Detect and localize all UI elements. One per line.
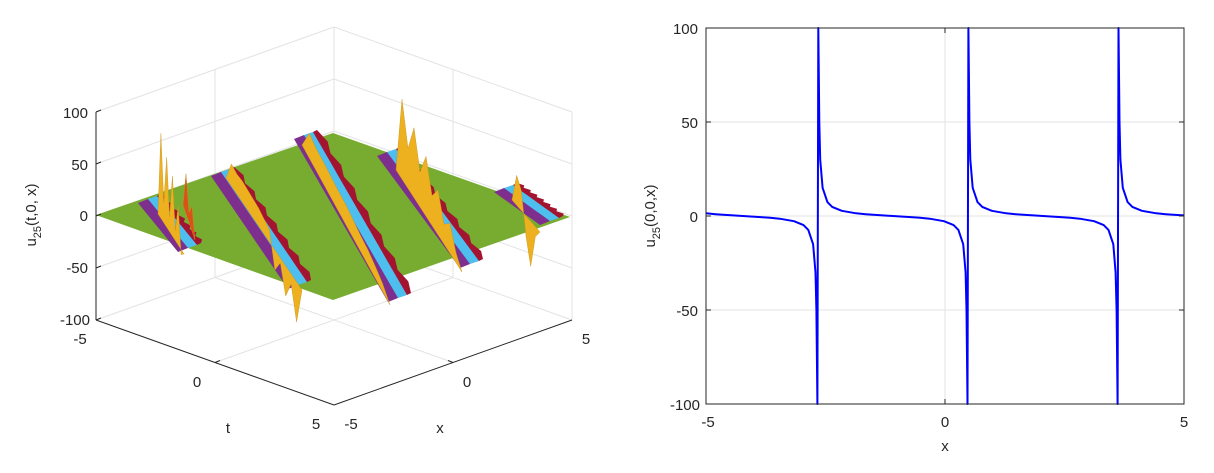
surface-spike xyxy=(395,99,463,273)
surface-band-dark xyxy=(313,130,411,295)
y-tick-label: -100 xyxy=(670,397,700,414)
z-tick xyxy=(95,265,102,269)
z-tick-label: -50 xyxy=(66,260,88,277)
surface-band-mid xyxy=(304,132,407,298)
z-tick-label: 50 xyxy=(71,157,88,174)
t-tick xyxy=(214,360,221,363)
z-tick xyxy=(95,109,102,113)
line-plot: 100 50 0 -50 -100 -5 0 5 x u25(0,0,x) xyxy=(642,21,1188,455)
surface-spike xyxy=(157,133,185,255)
z-axis-label: u25(t,0, x) xyxy=(23,183,44,246)
z-tick-label: 100 xyxy=(63,105,88,122)
y-tick-label: -50 xyxy=(676,303,698,320)
y-axis-label: u25(0,0,x) xyxy=(642,184,663,247)
x-tick-label: 0 xyxy=(941,414,949,431)
surface-spike xyxy=(301,132,391,306)
surface-spike xyxy=(511,175,541,267)
x-axis-label: x xyxy=(941,438,949,455)
x-tick xyxy=(447,360,454,363)
surface-spike xyxy=(225,163,303,323)
grid-2d xyxy=(705,27,1185,405)
grid-line xyxy=(214,277,454,363)
t-tick-label: -5 xyxy=(73,331,86,348)
x-tick-label: 5 xyxy=(1180,414,1188,431)
z-tick xyxy=(95,317,102,321)
x-tick-label: 5 xyxy=(582,331,590,348)
t-tick-label: 5 xyxy=(312,416,320,433)
x-axis-label: x xyxy=(436,420,444,437)
surface xyxy=(96,99,570,323)
y-tick-label: 50 xyxy=(681,115,698,132)
surface-band-dark xyxy=(513,183,564,218)
y-tick-label: 0 xyxy=(690,209,698,226)
t-tick-label: 0 xyxy=(193,374,201,391)
x-tick-label: -5 xyxy=(344,416,357,433)
z-tick xyxy=(95,213,102,217)
surface-spike xyxy=(182,173,196,241)
t-axis-label: t xyxy=(226,420,231,437)
z-tick-label: -100 xyxy=(60,312,90,329)
y-tick-label: 100 xyxy=(673,21,698,38)
x-tick-label: -5 xyxy=(701,414,714,431)
surface-plot: 100 50 0 -50 -100 -5 0 5 -5 0 5 t x u25(… xyxy=(23,26,590,437)
tick-marks xyxy=(705,27,1185,405)
z-tick xyxy=(95,161,102,165)
x-tick-label: 0 xyxy=(463,374,471,391)
axes-3d xyxy=(95,109,573,406)
z-tick-label: 0 xyxy=(80,208,88,225)
